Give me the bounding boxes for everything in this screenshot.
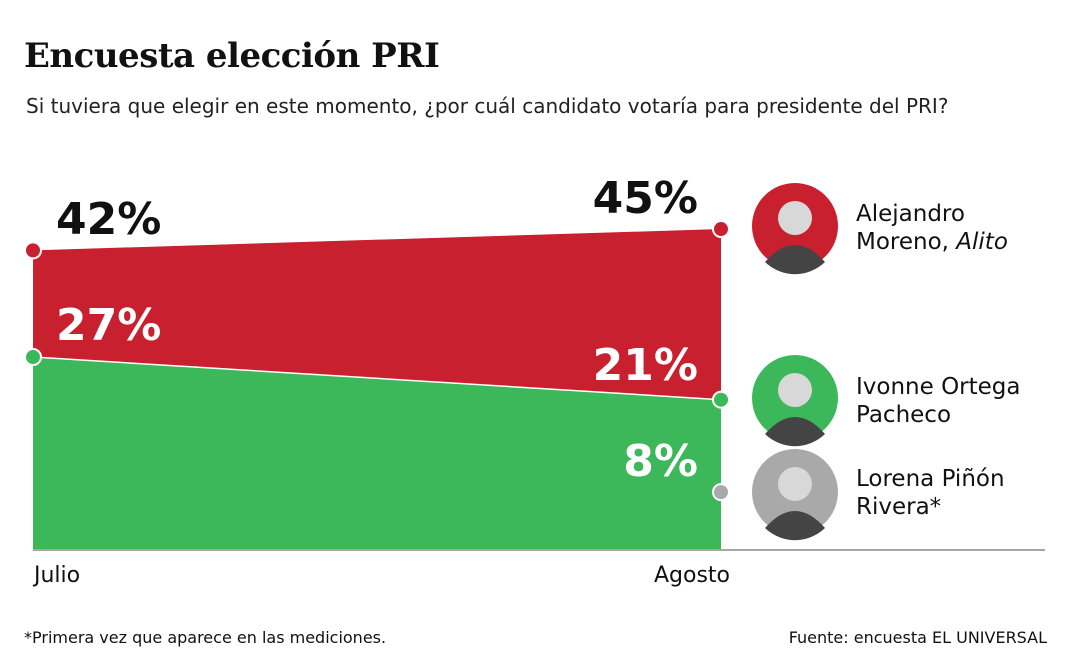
label-alito-agosto: 45% <box>593 173 698 224</box>
legend-ivonne: Ivonne Ortega Pacheco <box>856 373 1021 429</box>
x-tick-1: Agosto <box>654 563 730 588</box>
legend-lorena: Lorena Piñón Rivera* <box>856 465 1005 521</box>
x-tick-0: Julio <box>32 563 80 588</box>
legend-name-line: Ivonne Ortega <box>856 374 1021 400</box>
footnote: *Primera vez que aparece en las medicion… <box>24 628 387 647</box>
legend-nickname: Alito <box>956 229 1008 255</box>
data-point-2-1 <box>712 483 730 502</box>
legend-name-line: Moreno, Alito <box>856 228 1008 256</box>
portrait-face-icon-2 <box>778 467 812 501</box>
area-1 <box>33 357 721 549</box>
data-point-1-1 <box>712 390 730 409</box>
chart-subtitle: Si tuviera que elegir en este momento, ¿… <box>26 94 949 118</box>
portrait-body-icon-1 <box>765 417 825 447</box>
label-ivonne-agosto: 21% <box>593 340 698 391</box>
legend-name-line: Alejandro <box>856 201 965 227</box>
data-point-0-1 <box>712 220 730 239</box>
legend-name-part: Moreno, <box>856 229 957 255</box>
data-point-0-0 <box>24 241 42 260</box>
label-ivonne-julio: 27% <box>56 300 161 351</box>
portrait-body-icon-2 <box>765 511 825 541</box>
series-line-1 <box>32 356 722 401</box>
label-alito-julio: 42% <box>56 194 161 245</box>
label-lorena-agosto: 8% <box>623 436 698 487</box>
chart-title: Encuesta elección PRI <box>24 36 440 76</box>
legend-name-line: Lorena Piñón <box>856 466 1005 492</box>
legend-name-line: Pacheco <box>856 402 952 428</box>
portrait-face-icon-0 <box>778 201 812 235</box>
legend-alito: Alejandro Moreno, Alito <box>856 200 1008 256</box>
source-note: Fuente: encuesta EL UNIVERSAL <box>788 628 1047 647</box>
portrait-face-icon-1 <box>778 373 812 407</box>
data-point-1-0 <box>24 348 42 367</box>
portrait-body-icon-0 <box>765 245 825 275</box>
legend-name-line: Rivera* <box>856 494 942 520</box>
